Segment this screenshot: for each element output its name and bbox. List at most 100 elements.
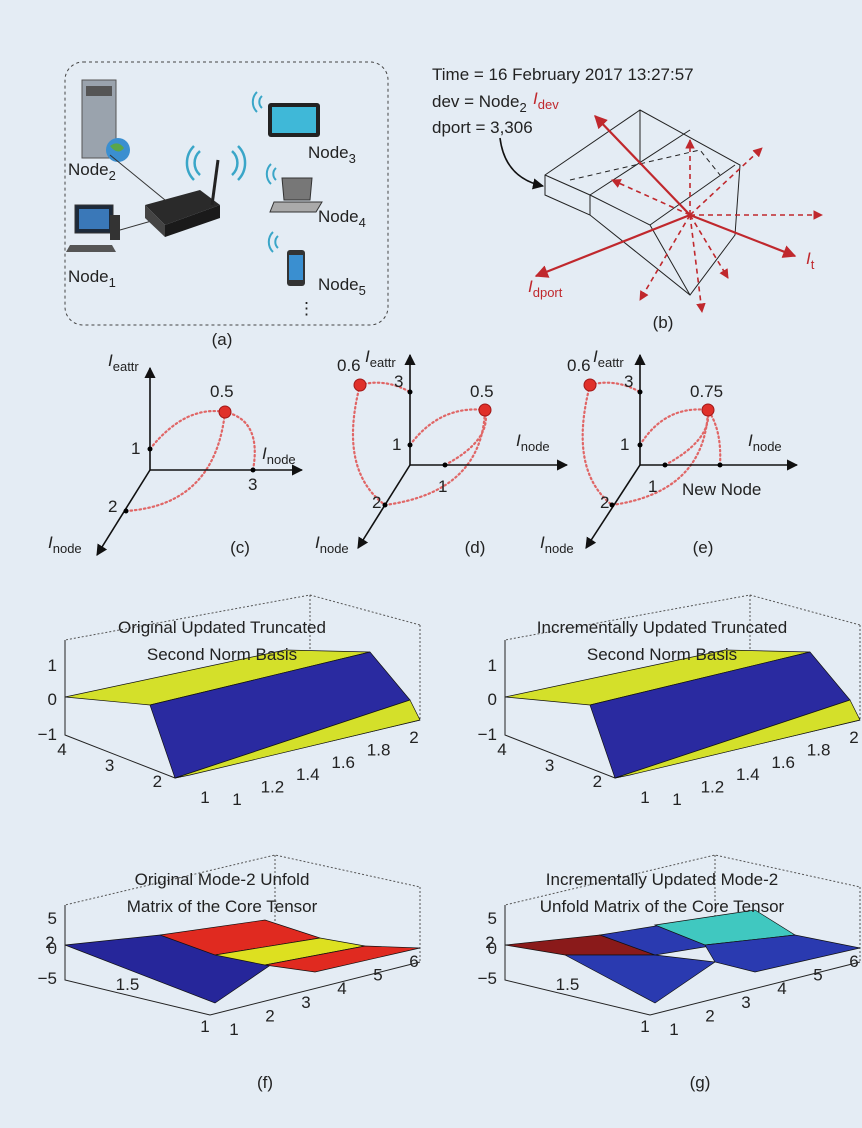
y-tick-label: 1: [640, 788, 649, 807]
z-tick-label: −1: [38, 725, 57, 744]
x-tick-label: 1.2: [701, 778, 725, 797]
caption: (b): [653, 313, 674, 332]
x-tick-label: 1: [672, 790, 681, 809]
axis-label-sub: eattr: [598, 355, 625, 370]
plot-title: Original Updated Truncated: [118, 618, 326, 637]
y-tick-label: 1: [640, 1017, 649, 1036]
x-tick-label: 1.4: [736, 765, 760, 784]
z-tick-label: 5: [48, 909, 57, 928]
x-tick-label: 6: [849, 952, 858, 971]
plot-title: Incrementally Updated Truncated: [537, 618, 787, 637]
tick-label: 3: [624, 372, 633, 391]
axis-label-sub: node: [320, 541, 349, 556]
annotation-base: dport = 3,306: [432, 118, 533, 137]
axis-label-sub: eattr: [370, 355, 397, 370]
z-tick-label: 5: [488, 909, 497, 928]
plot-title: Original Mode-2 Unfold: [135, 870, 310, 889]
caption: (d): [465, 538, 486, 557]
x-tick-label: 2: [409, 728, 418, 747]
x-tick-label: 1.6: [771, 753, 795, 772]
x-tick-label: 6: [409, 952, 418, 971]
x-tick-label: 1.6: [331, 753, 355, 772]
ellipsis: ⋮: [298, 299, 315, 318]
y-tick-label: 1: [200, 1017, 209, 1036]
caption: (e): [693, 538, 714, 557]
annotation-base: dev = Node: [432, 92, 519, 111]
caption: (a): [212, 330, 233, 349]
z-tick-label: −5: [38, 969, 57, 988]
plot-title: Incrementally Updated Mode-2: [546, 870, 778, 889]
tick-label: 1: [648, 477, 657, 496]
annotation-base: Time = 16 February 2017 13:27:57: [432, 65, 694, 84]
point-label: 0.6: [337, 356, 361, 375]
node-label-sub: 3: [349, 151, 356, 166]
node-label-sub: 4: [359, 215, 366, 230]
y-tick-label: 1.5: [556, 975, 580, 994]
x-tick-label: 1.8: [807, 740, 831, 759]
tick-label: 2: [600, 493, 609, 512]
node-label-sub: 1: [109, 275, 116, 290]
point-label: 0.5: [470, 382, 494, 401]
x-tick-label: 2: [705, 1006, 714, 1025]
node-label-base: Node: [68, 160, 109, 179]
x-tick-label: 1.2: [261, 778, 285, 797]
y-tick-label: 2: [45, 933, 54, 952]
x-tick-label: 1: [669, 1020, 678, 1039]
annotation: Time = 16 February 2017 13:27:57: [432, 65, 694, 84]
plot-title: Unfold Matrix of the Core Tensor: [540, 897, 785, 916]
x-tick-label: 3: [301, 993, 310, 1012]
plot-title: Matrix of the Core Tensor: [127, 897, 318, 916]
axis-label-sub: node: [53, 541, 82, 556]
node-label-sub: 2: [109, 168, 116, 183]
annotation: dport = 3,306: [432, 118, 533, 137]
annotation-sub: 2: [519, 100, 526, 115]
z-tick-label: 0: [48, 690, 57, 709]
z-tick-label: −1: [478, 725, 497, 744]
tick-label: 2: [108, 497, 117, 516]
tick-label: 1: [620, 435, 629, 454]
x-tick-label: 1: [229, 1020, 238, 1039]
tick-label: 2: [372, 493, 381, 512]
y-tick-label: 2: [593, 772, 602, 791]
x-tick-label: 5: [373, 966, 382, 985]
y-tick-label: 3: [105, 756, 114, 775]
axis-label-sub: node: [753, 439, 782, 454]
x-tick-label: 1.4: [296, 765, 320, 784]
x-tick-label: 2: [849, 728, 858, 747]
y-tick-label: 1: [200, 788, 209, 807]
caption: (f): [257, 1073, 273, 1092]
z-tick-label: 0: [488, 690, 497, 709]
axis-label-sub: eattr: [113, 359, 140, 374]
x-tick-label: 5: [813, 966, 822, 985]
axis-label-sub: dev: [538, 97, 559, 112]
y-tick-label: 3: [545, 756, 554, 775]
z-tick-label: 1: [488, 656, 497, 675]
axis-label-sub: node: [267, 452, 296, 467]
node-label-sub: 5: [359, 283, 366, 298]
node-label-base: Node: [318, 275, 359, 294]
tick-label: 3: [248, 475, 257, 494]
point-label: 0.6: [567, 356, 591, 375]
y-tick-label: 1.5: [116, 975, 140, 994]
plot-title: Second Norm Basis: [587, 645, 737, 664]
point-label: 0.5: [210, 382, 234, 401]
caption: (c): [230, 538, 250, 557]
caption: (g): [690, 1073, 711, 1092]
x-tick-label: 1: [232, 790, 241, 809]
x-tick-label: 3: [741, 993, 750, 1012]
node-label-base: Node: [68, 267, 109, 286]
y-tick-label: 2: [485, 933, 494, 952]
tick-label: 1: [392, 435, 401, 454]
node-label-base: Node: [318, 207, 359, 226]
y-tick-label: 4: [497, 740, 506, 759]
x-tick-label: 4: [337, 979, 346, 998]
axis-label-sub: t: [811, 257, 815, 272]
tick-label: 1: [438, 477, 447, 496]
x-tick-label: 2: [265, 1006, 274, 1025]
tick-label: 1: [131, 439, 140, 458]
axis-label-sub: dport: [533, 285, 563, 300]
axis-label-sub: node: [521, 439, 550, 454]
point-label: 0.75: [690, 382, 723, 401]
y-tick-label: 4: [57, 740, 66, 759]
axis-label-sub: node: [545, 541, 574, 556]
